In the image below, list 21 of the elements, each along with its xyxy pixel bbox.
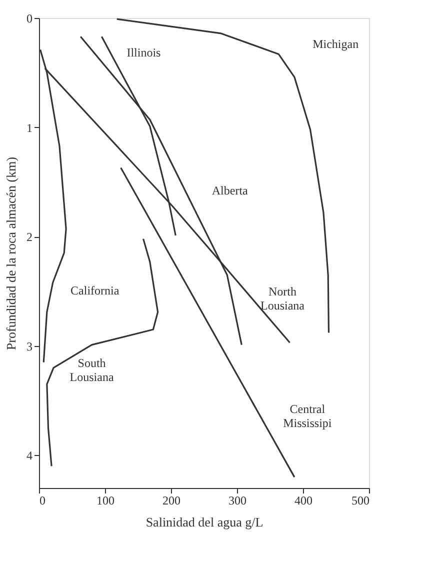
- x-tick-label: 500: [352, 494, 370, 508]
- y-tick-label: 1: [26, 120, 32, 135]
- series-label: South Lousiana: [70, 356, 114, 384]
- y-tick-label: 4: [26, 448, 32, 463]
- series-label: California: [70, 284, 120, 298]
- series-label: Central Mississipi: [283, 402, 332, 430]
- y-axis-title: Profundidad de la roca almacén (km): [4, 156, 18, 350]
- x-tick-label: 100: [96, 494, 114, 508]
- x-tick-label: 0: [40, 494, 46, 508]
- x-axis-title: Salinidad del agua g/L: [146, 514, 264, 530]
- series-label: North Lousiana: [260, 284, 306, 313]
- text: Michigan: [312, 37, 359, 52]
- x-tick-label: 300: [228, 494, 246, 508]
- x-tick-label: 400: [294, 494, 312, 508]
- series-label: Illinois: [126, 46, 162, 60]
- y-tick-label: 2: [26, 230, 32, 244]
- y-tick-label: 3: [26, 339, 32, 354]
- x-tick-label: 200: [162, 494, 180, 508]
- series-label: Alberta: [212, 184, 249, 198]
- y-tick-label: 0: [26, 12, 32, 26]
- line-series: [46, 238, 159, 467]
